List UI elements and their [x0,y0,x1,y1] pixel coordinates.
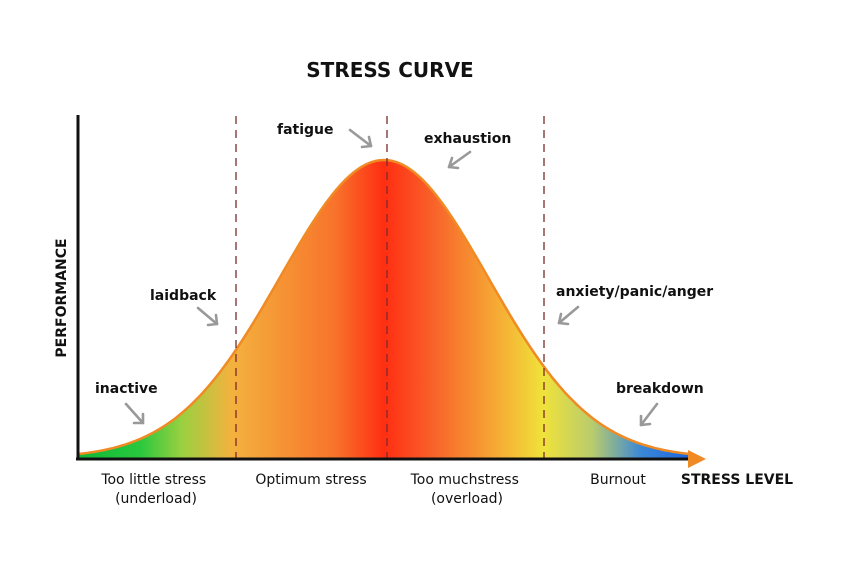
zone-label-optimum: Optimum stress [255,472,366,488]
arrow-exhaustion-icon [447,150,472,170]
arrow-inactive-icon [124,402,145,425]
arrow-laidback-icon [196,306,219,327]
zone-label-overload: Too muchstress (overload) [410,472,524,507]
annotation-inactive: inactive [95,381,158,397]
annotation-anxiety: anxiety/panic/anger [556,284,713,300]
arrow-fatigue-icon [348,128,373,149]
y-axis-label: PERFORMANCE [54,238,70,357]
x-axis-arrowhead [688,450,706,468]
zone-label-underload: Too little stress (underload) [100,472,210,507]
annotation-exhaustion: exhaustion [424,131,511,147]
stress-curve-fill [78,160,690,458]
annotation-laidback: laidback [150,288,217,304]
annotation-breakdown: breakdown [616,381,704,397]
diagram-title: STRESS CURVE [306,58,473,82]
zone-label-burnout: Burnout [590,472,646,488]
stress-curve-outline [77,158,691,456]
x-axis-label: STRESS LEVEL [681,472,793,488]
arrow-breakdown-icon [639,402,659,427]
annotation-fatigue: fatigue [277,122,334,138]
arrow-anxiety-icon [557,305,580,326]
